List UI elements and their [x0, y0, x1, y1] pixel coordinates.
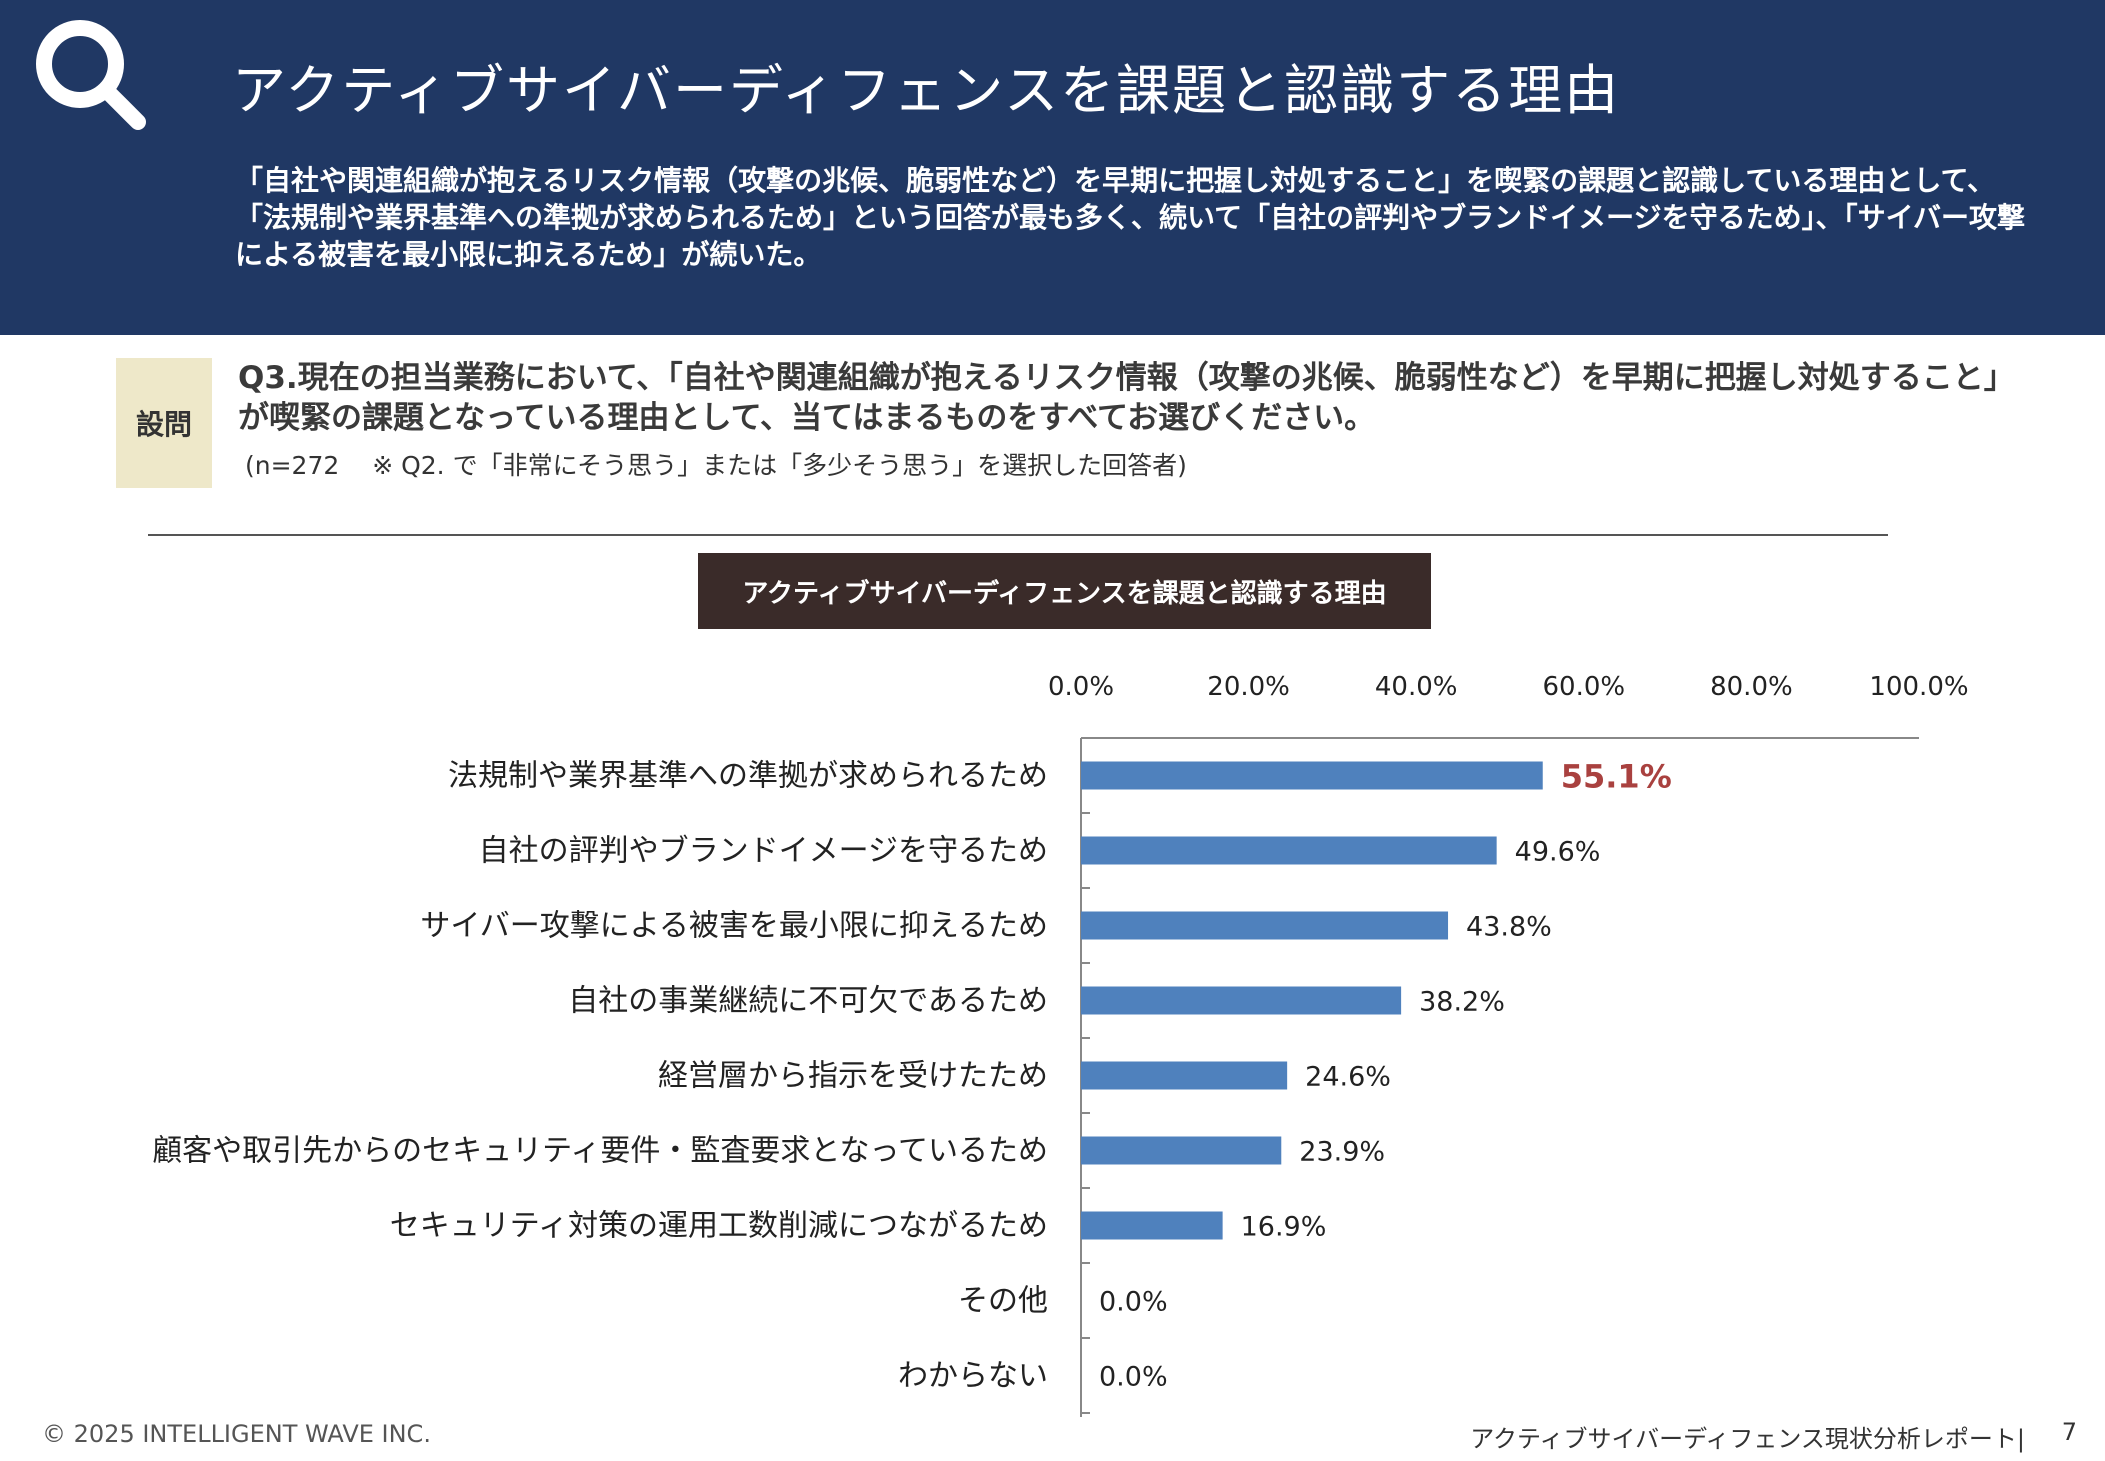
- page-number: 7: [2061, 1418, 2077, 1446]
- copyright: © 2025 INTELLIGENT WAVE INC.: [42, 1420, 431, 1448]
- bar: [1081, 911, 1449, 940]
- x-tick-label: 40.0%: [1375, 672, 1458, 702]
- bar: [1081, 1061, 1288, 1090]
- chart-title: アクティブサイバーディフェンスを課題と認識する理由: [698, 553, 1431, 629]
- bar: [1081, 1211, 1223, 1240]
- category-label: 法規制や業界基準への準拠が求められるため: [448, 759, 1048, 794]
- x-tick-label: 80.0%: [1710, 672, 1793, 702]
- category-label: 自社の評判やブランドイメージを守るため: [479, 834, 1048, 869]
- summary-text: 「自社や関連組織が抱えるリスク情報（攻撃の兆候、脆弱性など）を早期に把握し対処す…: [235, 164, 2026, 271]
- value-label: 49.6%: [1515, 837, 1601, 868]
- x-tick-label: 0.0%: [1048, 672, 1114, 702]
- value-label: 0.0%: [1099, 1362, 1168, 1393]
- question-text: Q3.現在の担当業務において、「自社や関連組織が抱えるリスク情報（攻撃の兆候、脆…: [238, 360, 2015, 436]
- category-label: サイバー攻撃による被害を最小限に抑えるため: [420, 909, 1048, 944]
- category-label: セキュリティ対策の運用工数削減につながるため: [390, 1209, 1048, 1244]
- question-note: (n=272 ※ Q2. で「非常にそう思う」または「多少そう思う」を選択した回…: [245, 451, 1187, 480]
- value-label: 23.9%: [1299, 1137, 1385, 1168]
- category-label: 自社の事業継続に不可欠であるため: [568, 984, 1048, 1019]
- value-label: 16.9%: [1241, 1212, 1327, 1243]
- page-title: アクティブサイバーディフェンスを課題と認識する理由: [232, 59, 1621, 122]
- value-label: 24.6%: [1305, 1062, 1391, 1093]
- category-label: 顧客や取引先からのセキュリティ要件・監査要求となっているため: [152, 1134, 1048, 1169]
- bar-chart: 0.0% 20.0% 40.0% 60.0% 80.0% 100.0% 法規制や業界基準への…: [152, 672, 1969, 1417]
- x-tick-label: 60.0%: [1542, 672, 1625, 702]
- search-icon: [36, 20, 146, 130]
- x-tick-label: 20.0%: [1207, 672, 1290, 702]
- bar: [1081, 761, 1543, 790]
- x-tick-label: 100.0%: [1869, 672, 1968, 702]
- report-name: アクティブサイバーディフェンス現状分析レポート|: [1470, 1425, 2025, 1453]
- question-badge: 設問: [116, 358, 212, 488]
- value-label: 38.2%: [1419, 987, 1505, 1018]
- value-label: 43.8%: [1466, 912, 1552, 943]
- divider: [148, 534, 1888, 536]
- category-label: わからない: [898, 1359, 1048, 1394]
- bar: [1081, 836, 1497, 865]
- value-label: 55.1%: [1561, 758, 1672, 796]
- bar: [1081, 1136, 1282, 1165]
- bar: [1081, 986, 1402, 1015]
- value-label: 0.0%: [1099, 1287, 1168, 1318]
- header-banner: アクティブサイバーディフェンスを課題と認識する理由 「自社や関連組織が抱えるリス…: [0, 0, 2105, 335]
- category-label: 経営層から指示を受けたため: [658, 1059, 1048, 1094]
- category-label: その他: [958, 1284, 1048, 1319]
